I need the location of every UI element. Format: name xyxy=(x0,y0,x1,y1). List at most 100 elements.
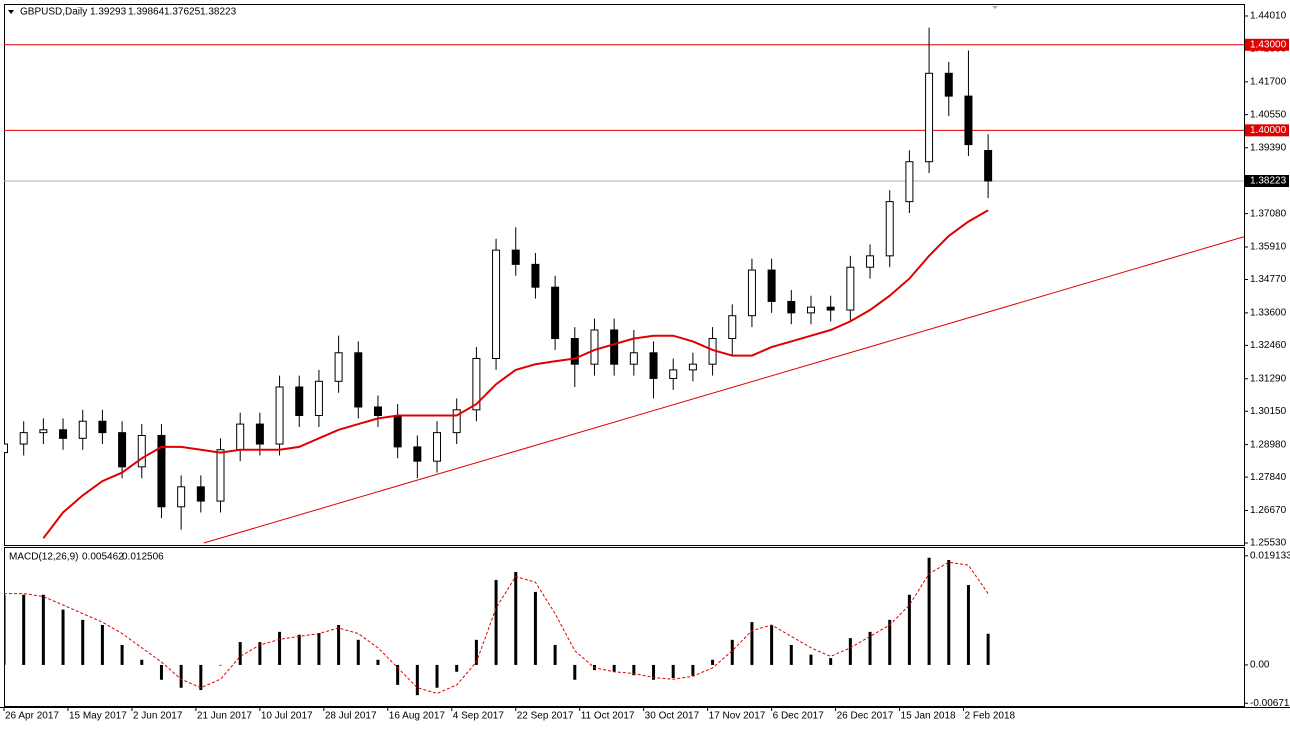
current-price-label: 1.38223 xyxy=(1250,176,1287,187)
candle-body xyxy=(728,315,737,340)
x-tick-label: 4 Sep 2017 xyxy=(453,711,505,722)
header-close: 1.38223 xyxy=(200,7,237,18)
macd-bar xyxy=(652,664,656,680)
macd-bar xyxy=(317,632,321,665)
x-tick-label: 26 Apr 2017 xyxy=(5,711,59,722)
macd-bar xyxy=(494,579,498,665)
candle-body xyxy=(137,434,146,468)
macd-bar xyxy=(356,639,360,665)
candle-body xyxy=(354,352,363,408)
macd-bar xyxy=(140,659,144,665)
y-tick-label: 1.30150 xyxy=(1250,406,1287,417)
macd-bar xyxy=(829,658,833,665)
candle-body xyxy=(669,369,678,379)
candle-body xyxy=(413,446,422,462)
macd-bar xyxy=(553,644,557,665)
macd-bar xyxy=(947,559,951,665)
candle-body xyxy=(964,95,973,146)
macd-bar xyxy=(848,638,852,665)
candle-body xyxy=(531,263,540,288)
macd-bar xyxy=(966,585,970,665)
candle-body xyxy=(393,415,402,448)
candle-body xyxy=(846,266,855,311)
y-tick-label: 1.37080 xyxy=(1250,208,1287,219)
macd-bar xyxy=(199,664,203,691)
macd-bar xyxy=(81,619,85,665)
x-tick-label: 10 Jul 2017 xyxy=(261,711,313,722)
candle-body xyxy=(196,486,205,502)
macd-bar xyxy=(376,659,380,665)
macd-bar xyxy=(41,594,45,665)
macd-bar xyxy=(415,664,419,696)
macd-bar xyxy=(888,619,892,665)
candle-body xyxy=(866,255,875,268)
macd-bar xyxy=(179,664,183,688)
candle-body xyxy=(236,423,245,451)
x-tick-label: 30 Oct 2017 xyxy=(645,711,700,722)
macd-bar xyxy=(455,664,459,672)
header-high: 1.39864 xyxy=(128,7,165,18)
symbol-title: GBPUSD,Daily xyxy=(20,7,87,18)
x-tick-label: 16 Aug 2017 xyxy=(389,711,446,722)
macd-bar xyxy=(770,625,774,665)
price-line-tag xyxy=(1245,38,1289,51)
candle-body xyxy=(885,201,894,257)
candle-body xyxy=(433,432,442,462)
scroll-marker xyxy=(992,6,998,9)
header-low: 1.37625 xyxy=(164,7,201,18)
y-tick-label: 1.25530 xyxy=(1250,538,1287,549)
candle-body xyxy=(629,352,638,365)
y-tick-label: 1.39390 xyxy=(1250,142,1287,153)
candle-body xyxy=(767,269,776,302)
price-line-tag xyxy=(1245,124,1289,137)
candle-body xyxy=(177,486,186,508)
macd-bar xyxy=(100,625,104,665)
main-plot xyxy=(4,27,1244,544)
macd-bar xyxy=(396,664,400,685)
y-tick-label: 1.33600 xyxy=(1250,307,1287,318)
current-price-tag xyxy=(1245,175,1289,188)
macd-bar xyxy=(120,644,124,665)
trendline xyxy=(203,236,1244,544)
candle-body xyxy=(472,357,481,411)
y-tick-label: 1.35910 xyxy=(1250,242,1287,253)
y-tick-label: -0.006718 xyxy=(1250,698,1290,709)
y-tick-label: 1.34770 xyxy=(1250,274,1287,285)
candle-body xyxy=(747,269,756,317)
macd-bar xyxy=(711,659,715,665)
candle-body xyxy=(452,409,461,434)
y-tick-label: 1.44010 xyxy=(1250,11,1287,22)
candle-body xyxy=(649,352,658,379)
y-tick-label: 1.40550 xyxy=(1250,109,1287,120)
candle-body xyxy=(806,306,815,314)
y-tick-label: 1.28980 xyxy=(1250,439,1287,450)
candle-body xyxy=(905,161,914,203)
macd-bar xyxy=(337,625,341,665)
candle-body xyxy=(216,449,225,502)
candle-body xyxy=(314,380,323,417)
candle-body xyxy=(688,363,697,371)
x-tick-label: 2 Jun 2017 xyxy=(133,711,183,722)
x-tick-label: 17 Nov 2017 xyxy=(709,711,766,722)
macd-bar xyxy=(514,571,518,665)
candle-body xyxy=(492,249,501,359)
menu-arrow[interactable] xyxy=(8,10,14,14)
macd-bar xyxy=(297,634,301,665)
macd-bar xyxy=(238,642,242,665)
macd-bar xyxy=(61,609,65,665)
x-tick-label: 11 Oct 2017 xyxy=(581,711,635,722)
macd-plot xyxy=(4,557,990,696)
macd-bar xyxy=(258,642,262,665)
y-tick-label: 1.26670 xyxy=(1250,505,1287,516)
candle-body xyxy=(39,429,48,434)
candle-body xyxy=(4,443,8,454)
macd-bar xyxy=(573,664,577,680)
x-tick-label: 6 Dec 2017 xyxy=(773,711,825,722)
candle-body xyxy=(59,429,68,439)
candle-body xyxy=(511,249,520,265)
candle-body xyxy=(925,72,934,163)
price-line-label: 1.40000 xyxy=(1250,125,1287,136)
candle-body xyxy=(551,286,560,340)
